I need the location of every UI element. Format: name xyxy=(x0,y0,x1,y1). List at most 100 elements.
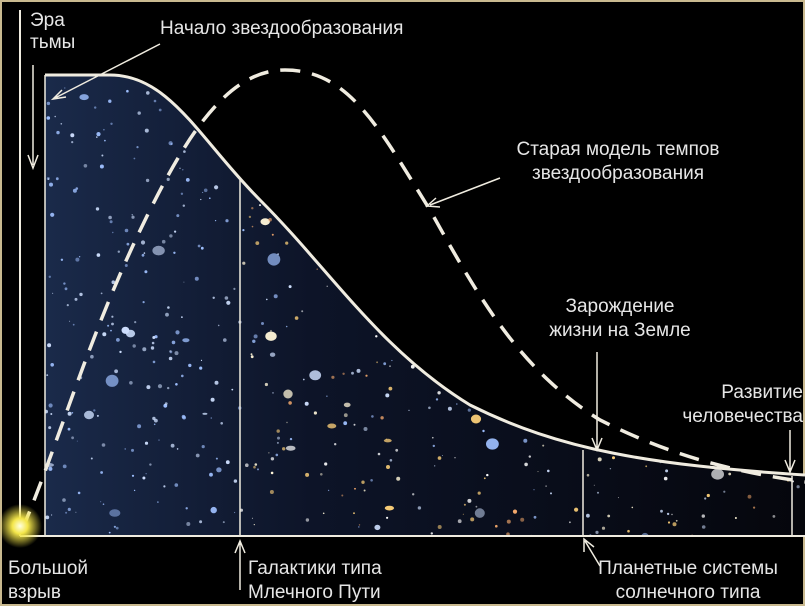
star xyxy=(294,316,299,320)
star xyxy=(271,233,274,236)
star xyxy=(131,448,134,452)
star xyxy=(131,214,133,216)
label-line: Галактики типа xyxy=(248,558,382,579)
star xyxy=(470,517,475,522)
star xyxy=(163,485,166,488)
star xyxy=(250,353,253,356)
star xyxy=(389,365,391,368)
star xyxy=(331,375,335,379)
star xyxy=(99,164,104,169)
star xyxy=(203,188,208,193)
star xyxy=(133,157,136,160)
star xyxy=(146,91,150,95)
star xyxy=(90,457,93,460)
star xyxy=(467,408,471,412)
star xyxy=(386,516,389,519)
star xyxy=(477,491,481,495)
star xyxy=(327,423,337,429)
star xyxy=(601,526,606,530)
star xyxy=(50,413,53,415)
star xyxy=(114,369,118,374)
star xyxy=(475,505,478,508)
star xyxy=(523,438,528,443)
star xyxy=(384,505,394,511)
star xyxy=(641,532,649,535)
star xyxy=(96,253,101,257)
label-line: звездообразования xyxy=(532,163,704,184)
star xyxy=(691,534,693,535)
star xyxy=(78,256,81,258)
star xyxy=(233,479,238,483)
star xyxy=(353,512,355,515)
star xyxy=(152,336,156,339)
star xyxy=(383,362,387,366)
star xyxy=(71,412,74,414)
star xyxy=(140,240,146,245)
star xyxy=(627,529,630,533)
star xyxy=(434,465,436,467)
star xyxy=(46,116,51,120)
star xyxy=(109,220,113,224)
star xyxy=(169,350,172,353)
star xyxy=(301,310,304,313)
star xyxy=(533,489,535,491)
star xyxy=(486,438,499,450)
star xyxy=(663,476,668,481)
star xyxy=(305,518,310,522)
star xyxy=(242,261,246,265)
star xyxy=(56,130,60,135)
label-line: солнечного типа xyxy=(616,582,761,603)
star xyxy=(454,457,456,459)
star xyxy=(145,178,150,183)
label-milky-way: Галактики типа Млечного Пути xyxy=(248,558,382,603)
star xyxy=(112,231,114,234)
star xyxy=(701,525,706,529)
star xyxy=(253,524,255,526)
star xyxy=(63,282,66,285)
star xyxy=(251,517,253,519)
star xyxy=(62,498,66,502)
star xyxy=(370,479,373,482)
star xyxy=(285,445,296,451)
star xyxy=(341,494,344,497)
star xyxy=(528,455,531,458)
star xyxy=(353,423,356,426)
star xyxy=(202,412,208,415)
star xyxy=(267,253,281,266)
star xyxy=(111,322,114,326)
arrow xyxy=(50,43,161,101)
star xyxy=(251,207,254,210)
star xyxy=(75,257,80,262)
star xyxy=(108,215,112,220)
star xyxy=(326,285,328,287)
star xyxy=(90,354,94,359)
star xyxy=(728,472,732,476)
star xyxy=(276,441,279,444)
star xyxy=(210,506,217,514)
star xyxy=(358,526,360,528)
star xyxy=(165,312,169,317)
star xyxy=(432,436,434,439)
star xyxy=(277,436,280,440)
star xyxy=(175,330,180,335)
star xyxy=(212,296,215,299)
star xyxy=(313,411,317,415)
star xyxy=(506,519,511,524)
label-line: Начало звездообразования xyxy=(160,18,403,39)
star xyxy=(255,241,260,246)
star xyxy=(117,250,121,253)
star xyxy=(199,366,203,370)
star xyxy=(72,323,75,326)
star xyxy=(467,498,472,503)
label-old-model: Старая модель темпов звездообразования xyxy=(516,139,719,184)
star xyxy=(64,87,66,89)
star xyxy=(96,414,99,417)
star xyxy=(83,164,88,168)
star xyxy=(131,474,135,477)
star xyxy=(463,503,466,506)
star xyxy=(209,197,211,199)
star xyxy=(152,416,156,421)
label-line: человечества xyxy=(682,406,803,427)
label-planetary: Планетные системы солнечного типа xyxy=(598,558,778,603)
